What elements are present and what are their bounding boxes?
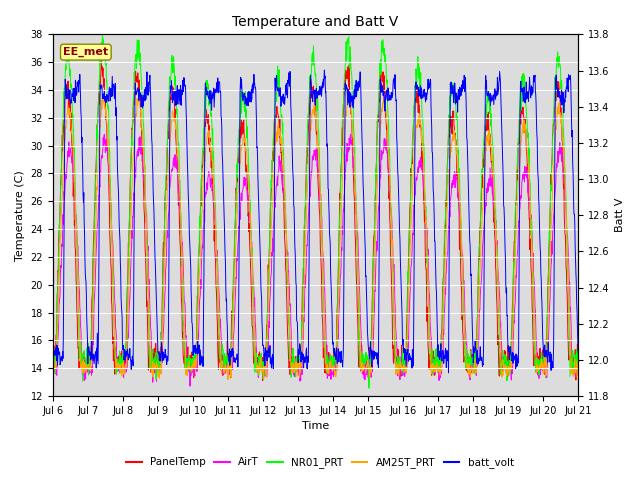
batt_volt: [513, 363, 520, 369]
batt_volt: [225, 350, 232, 356]
AM25T_PRT: [166, 139, 174, 145]
PanelTemp: [397, 361, 405, 367]
NR01_PRT: [166, 80, 174, 86]
NR01_PRT: [574, 356, 582, 361]
AM25T_PRT: [225, 365, 233, 371]
batt_volt: [466, 241, 474, 247]
Text: EE_met: EE_met: [63, 47, 108, 57]
Line: batt_volt: batt_volt: [52, 70, 578, 373]
AirT: [574, 363, 582, 369]
PanelTemp: [225, 363, 232, 369]
Y-axis label: Batt V: Batt V: [615, 198, 625, 232]
AM25T_PRT: [224, 377, 232, 383]
NR01_PRT: [466, 361, 474, 367]
NR01_PRT: [225, 360, 232, 366]
batt_volt: [574, 350, 582, 356]
AM25T_PRT: [574, 373, 582, 379]
AirT: [166, 185, 173, 191]
AM25T_PRT: [513, 225, 520, 231]
PanelTemp: [466, 365, 474, 371]
NR01_PRT: [365, 385, 372, 391]
AirT: [397, 351, 405, 357]
Y-axis label: Temperature (C): Temperature (C): [15, 170, 25, 261]
batt_volt: [397, 277, 405, 283]
Line: PanelTemp: PanelTemp: [52, 60, 578, 381]
AirT: [186, 384, 194, 389]
batt_volt: [153, 308, 161, 313]
AirT: [347, 132, 355, 137]
AM25T_PRT: [154, 361, 161, 367]
PanelTemp: [166, 97, 174, 103]
NR01_PRT: [513, 184, 520, 190]
batt_volt: [321, 67, 328, 73]
Legend: PanelTemp, AirT, NR01_PRT, AM25T_PRT, batt_volt: PanelTemp, AirT, NR01_PRT, AM25T_PRT, ba…: [122, 453, 518, 472]
Line: AM25T_PRT: AM25T_PRT: [52, 95, 578, 380]
AirT: [466, 377, 474, 383]
batt_volt: [166, 156, 173, 162]
NR01_PRT: [99, 29, 106, 35]
batt_volt: [49, 357, 56, 362]
NR01_PRT: [397, 366, 405, 372]
Line: NR01_PRT: NR01_PRT: [52, 32, 578, 388]
PanelTemp: [574, 352, 582, 358]
NR01_PRT: [154, 356, 161, 361]
batt_volt: [445, 370, 452, 376]
AirT: [153, 368, 161, 373]
NR01_PRT: [49, 359, 56, 365]
PanelTemp: [259, 378, 266, 384]
AirT: [513, 275, 520, 280]
PanelTemp: [97, 57, 105, 62]
X-axis label: Time: Time: [302, 421, 329, 432]
AM25T_PRT: [397, 368, 405, 373]
Title: Temperature and Batt V: Temperature and Batt V: [232, 15, 399, 29]
AM25T_PRT: [49, 367, 56, 372]
AM25T_PRT: [100, 92, 108, 97]
PanelTemp: [513, 196, 520, 202]
PanelTemp: [49, 357, 56, 362]
Line: AirT: AirT: [52, 134, 578, 386]
AM25T_PRT: [466, 369, 474, 375]
PanelTemp: [154, 359, 161, 365]
AirT: [49, 370, 56, 375]
AirT: [225, 360, 232, 366]
